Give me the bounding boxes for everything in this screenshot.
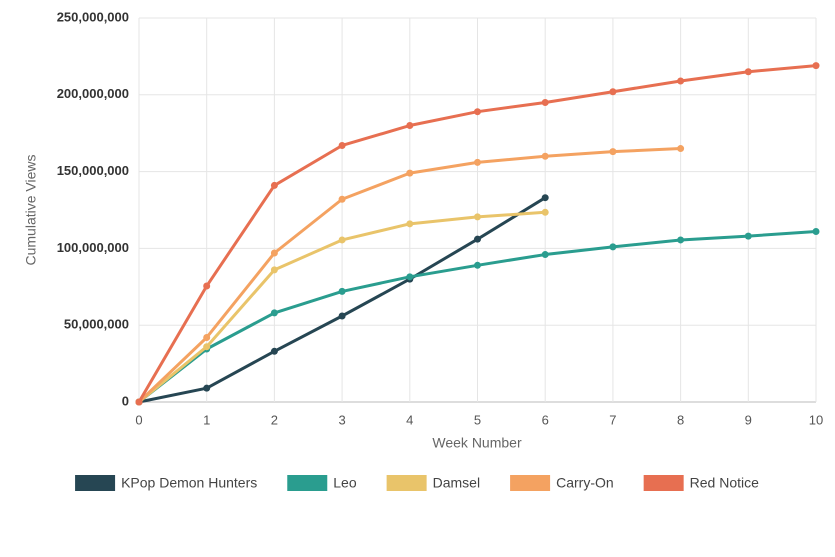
legend-label: Leo xyxy=(333,475,357,491)
data-point xyxy=(609,88,617,96)
data-point xyxy=(474,158,481,166)
data-point xyxy=(338,141,346,149)
data-point xyxy=(270,309,278,317)
data-point xyxy=(270,249,278,257)
data-point xyxy=(203,384,211,392)
data-point xyxy=(338,195,346,203)
legend-label: KPop Demon Hunters xyxy=(121,475,257,491)
data-point xyxy=(474,108,481,116)
data-point xyxy=(541,152,549,160)
legend-swatch xyxy=(386,475,427,491)
data-point xyxy=(541,251,549,259)
data-point xyxy=(338,312,346,320)
data-point xyxy=(474,235,481,243)
data-point xyxy=(541,208,549,216)
data-point xyxy=(406,169,414,177)
data-point xyxy=(677,145,685,153)
x-tick-label: 5 xyxy=(474,412,481,427)
legend-swatch xyxy=(643,475,684,491)
data-point xyxy=(406,122,414,130)
legend-swatch xyxy=(75,475,116,491)
data-point xyxy=(677,77,685,85)
data-point xyxy=(270,266,278,274)
x-axis-title: Week Number xyxy=(432,435,522,451)
data-point xyxy=(474,213,481,221)
x-tick-label: 3 xyxy=(338,412,345,427)
data-point xyxy=(677,236,685,244)
data-point xyxy=(270,347,278,355)
x-tick-label: 2 xyxy=(271,412,278,427)
data-point xyxy=(270,181,278,189)
legend-label: Carry-On xyxy=(556,475,614,491)
data-point xyxy=(541,194,549,202)
data-point xyxy=(203,343,211,351)
data-point xyxy=(541,98,549,106)
legend-label: Damsel xyxy=(433,475,480,491)
x-tick-label: 8 xyxy=(677,412,684,427)
data-point xyxy=(203,333,211,341)
data-point xyxy=(406,220,414,228)
x-tick-label: 0 xyxy=(135,412,142,427)
legend-label: Red Notice xyxy=(690,475,759,491)
x-tick-label: 1 xyxy=(203,412,210,427)
data-point xyxy=(338,236,346,244)
data-point xyxy=(812,228,820,236)
data-point xyxy=(203,282,211,290)
x-tick-label: 7 xyxy=(609,412,616,427)
y-tick-label: 100,000,000 xyxy=(57,240,129,255)
x-tick-label: 6 xyxy=(542,412,549,427)
y-tick-label: 200,000,000 xyxy=(57,86,129,101)
x-tick-label: 9 xyxy=(745,412,752,427)
legend-swatch xyxy=(287,475,328,491)
x-tick-label: 4 xyxy=(406,412,413,427)
data-point xyxy=(406,273,414,281)
data-point xyxy=(812,62,820,70)
legend-swatch xyxy=(510,475,551,491)
y-tick-label: 50,000,000 xyxy=(64,317,129,332)
data-point xyxy=(609,243,617,251)
y-axis-title: Cumulative Views xyxy=(23,154,39,265)
y-tick-label: 0 xyxy=(122,393,129,408)
data-point xyxy=(744,68,752,76)
data-point xyxy=(338,287,346,295)
data-point xyxy=(744,232,752,240)
data-point xyxy=(474,261,481,269)
x-tick-label: 10 xyxy=(809,412,823,427)
y-tick-label: 250,000,000 xyxy=(57,9,129,24)
y-tick-label: 150,000,000 xyxy=(57,163,129,178)
data-point xyxy=(135,398,143,406)
data-point xyxy=(609,148,617,156)
